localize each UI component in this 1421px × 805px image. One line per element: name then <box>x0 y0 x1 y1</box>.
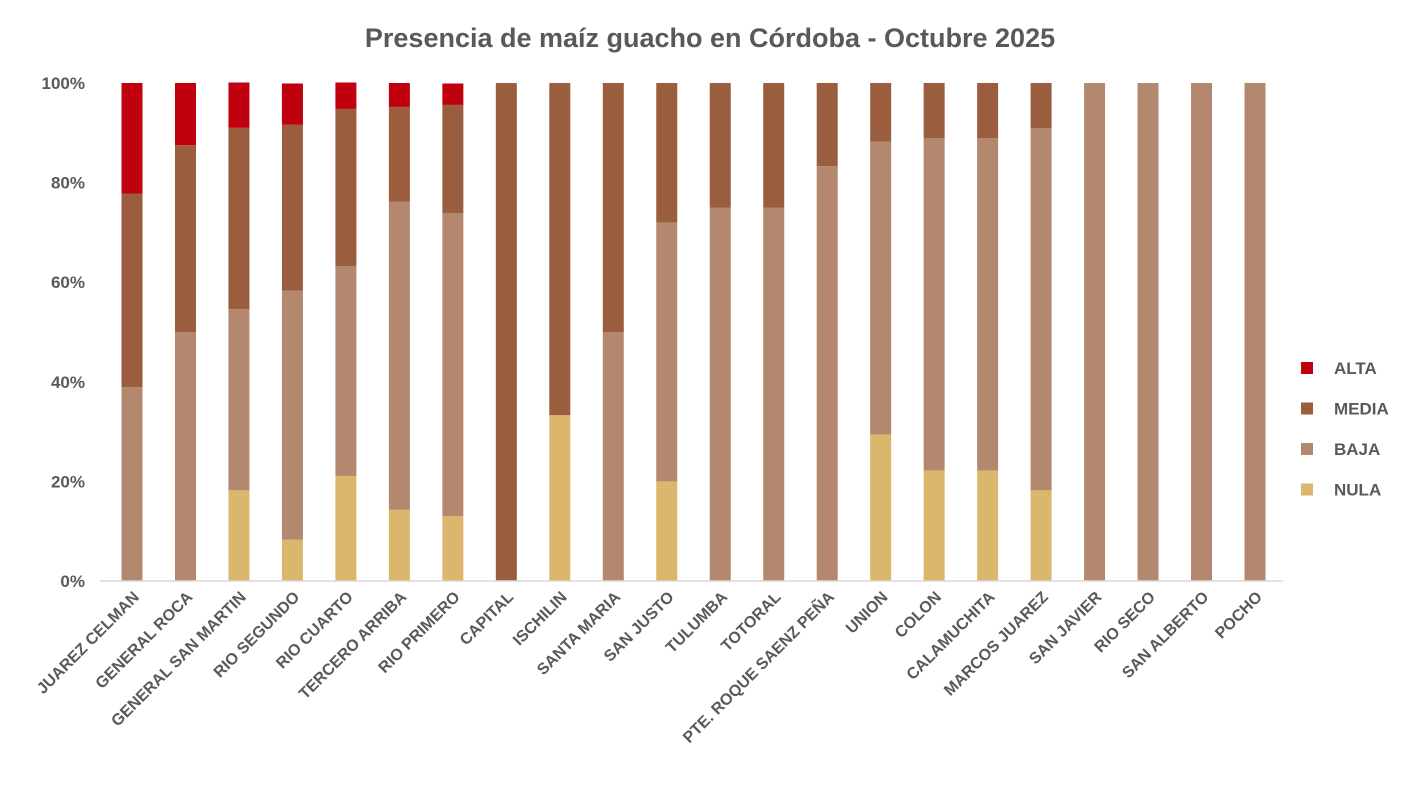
bar-nula-2 <box>228 490 250 581</box>
bar-baja-11 <box>709 207 731 581</box>
bar-media-9 <box>602 83 624 332</box>
y-tick-label: 20% <box>51 472 85 491</box>
bar-baja-2 <box>228 309 250 491</box>
y-tick-label: 0% <box>60 572 85 591</box>
bar-alta-1 <box>174 83 196 146</box>
x-tick-label: COLON <box>892 589 945 642</box>
bar-nula-10 <box>656 481 678 581</box>
y-axis: 0% 20% 40% 60% 80% 100% <box>42 74 85 591</box>
bar-baja-12 <box>763 207 785 581</box>
bar-baja-4 <box>335 266 357 476</box>
bar-baja-21 <box>1244 83 1266 581</box>
bars <box>121 82 1266 581</box>
bar-baja-18 <box>1084 83 1106 581</box>
bar-nula-6 <box>442 516 464 581</box>
bar-media-4 <box>335 108 357 267</box>
bar-nula-4 <box>335 475 357 581</box>
y-tick-label: 60% <box>51 273 85 292</box>
x-tick-label: MARCOS JUAREZ <box>941 589 1052 700</box>
x-tick-label: GENERAL ROCA <box>93 588 197 692</box>
bar-nula-14 <box>870 434 892 581</box>
bar-baja-1 <box>174 332 196 581</box>
bar-nula-5 <box>388 509 410 581</box>
bar-media-1 <box>174 145 196 332</box>
bar-alta-5 <box>388 83 410 107</box>
legend-label-media: MEDIA <box>1334 400 1389 419</box>
bar-baja-19 <box>1137 83 1159 581</box>
x-tick-label: CAPITAL <box>457 589 517 649</box>
bar-alta-0 <box>121 83 143 194</box>
bar-nula-8 <box>549 415 571 581</box>
x-tick-label: UNION <box>843 589 891 637</box>
bar-baja-3 <box>281 290 303 540</box>
bar-media-2 <box>228 127 250 310</box>
bar-baja-5 <box>388 201 410 510</box>
bar-media-14 <box>870 83 892 142</box>
bar-nula-16 <box>977 470 999 581</box>
bar-media-3 <box>281 124 303 291</box>
bar-baja-10 <box>656 222 678 482</box>
legend: ALTA MEDIA BAJA NULA <box>1301 359 1389 500</box>
bar-baja-15 <box>923 138 945 471</box>
bar-media-11 <box>709 83 731 208</box>
legend-swatch-alta <box>1301 362 1313 374</box>
legend-swatch-media <box>1301 402 1313 415</box>
bar-baja-13 <box>816 166 838 581</box>
y-tick-label: 100% <box>42 74 85 93</box>
bar-media-13 <box>816 83 838 167</box>
x-tick-label: POCHO <box>1212 589 1266 643</box>
bar-media-17 <box>1030 83 1052 129</box>
bar-alta-2 <box>228 82 250 128</box>
bar-baja-14 <box>870 141 892 435</box>
chart-title: Presencia de maíz guacho en Córdoba - Oc… <box>365 23 1055 53</box>
bar-baja-20 <box>1191 83 1213 581</box>
bar-nula-3 <box>281 539 303 581</box>
legend-label-baja: BAJA <box>1334 440 1380 459</box>
bar-nula-17 <box>1030 490 1052 581</box>
bar-media-15 <box>923 83 945 139</box>
bar-baja-16 <box>977 138 999 471</box>
bar-media-6 <box>442 104 464 213</box>
bar-media-10 <box>656 83 678 223</box>
bar-media-7 <box>495 83 517 581</box>
bar-media-8 <box>549 83 571 416</box>
y-tick-label: 80% <box>51 174 85 193</box>
bar-media-0 <box>121 193 143 388</box>
bar-media-12 <box>763 83 785 208</box>
bar-alta-6 <box>442 83 464 105</box>
bar-baja-9 <box>602 332 624 581</box>
bar-alta-3 <box>281 83 303 125</box>
legend-label-nula: NULA <box>1334 481 1381 500</box>
bar-nula-15 <box>923 470 945 581</box>
bar-baja-17 <box>1030 128 1052 491</box>
legend-label-alta: ALTA <box>1334 359 1377 378</box>
bar-baja-6 <box>442 212 464 517</box>
bar-media-5 <box>388 106 410 202</box>
x-tick-label: TERCERO ARRIBA <box>296 588 410 702</box>
bar-baja-0 <box>121 387 143 581</box>
legend-swatch-nula <box>1301 483 1313 496</box>
x-tick-label: JUAREZ CELMAN <box>34 589 143 698</box>
bar-alta-4 <box>335 82 357 109</box>
bar-media-16 <box>977 83 999 139</box>
y-tick-label: 40% <box>51 373 85 392</box>
legend-swatch-baja <box>1301 443 1313 455</box>
